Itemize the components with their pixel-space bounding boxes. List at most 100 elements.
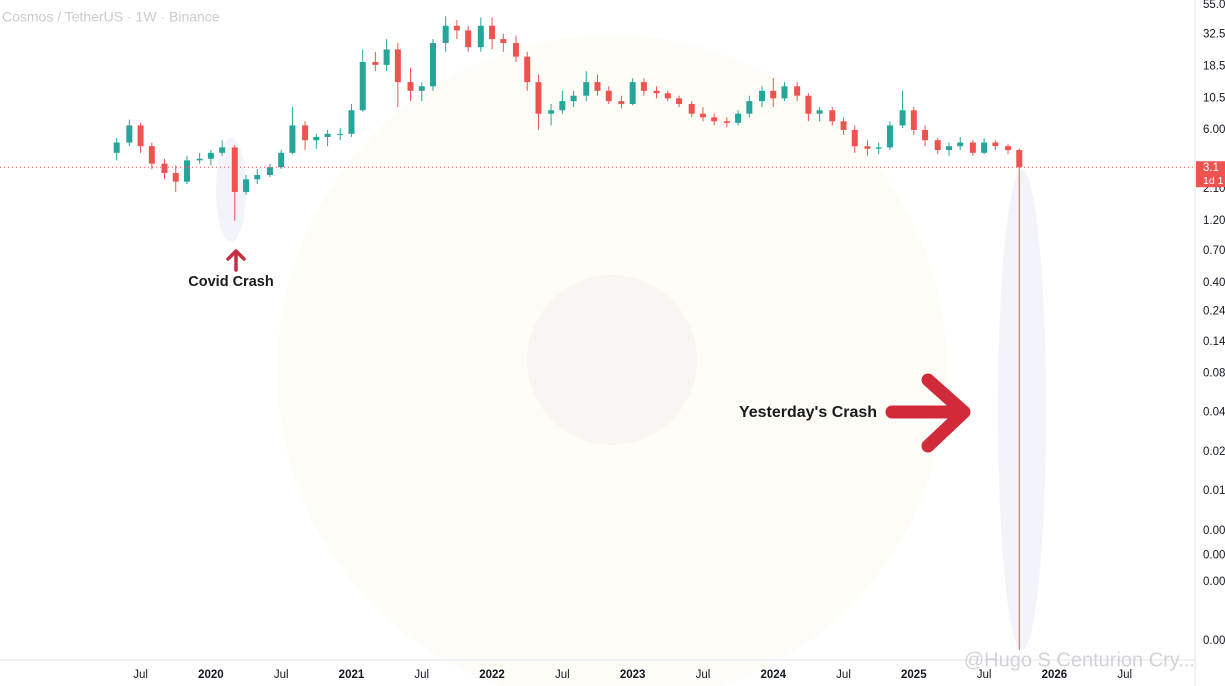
- candle-body: [735, 113, 742, 123]
- candle-body: [594, 82, 601, 91]
- candle-body: [302, 125, 309, 141]
- y-tick-label: 10.5: [1203, 92, 1225, 104]
- candle-body: [407, 82, 414, 91]
- candle-body: [126, 125, 133, 143]
- x-tick-label: 2022: [479, 669, 505, 681]
- watermark-text: @Hugo S Centurion Cry...: [964, 649, 1195, 671]
- candle-body: [864, 146, 871, 149]
- candle-body: [324, 133, 331, 137]
- candle-body: [605, 90, 612, 102]
- x-tick-label: 2025: [901, 669, 927, 681]
- candle-body: [559, 101, 566, 111]
- candle-body: [758, 90, 765, 102]
- y-tick-label: 0.70: [1203, 245, 1225, 257]
- y-tick-label: 0.02: [1203, 446, 1225, 458]
- candle-body: [945, 146, 952, 151]
- candle-body: [699, 113, 706, 118]
- candle-body: [161, 163, 168, 173]
- candle-body: [886, 125, 893, 148]
- x-tick-label: Jul: [555, 669, 570, 681]
- x-tick-label: Jul: [696, 669, 711, 681]
- candle-body: [278, 152, 285, 168]
- candle-body: [254, 175, 261, 180]
- x-tick-label: Jul: [133, 669, 148, 681]
- candle-body: [359, 61, 366, 111]
- y-tick-label: 0.00: [1203, 525, 1225, 537]
- watermark-logo: [527, 275, 697, 445]
- y-tick-label: 0.00: [1203, 549, 1225, 561]
- candle-body: [266, 167, 273, 176]
- overlay: 55.032.518.510.56.002.101.200.700.400.24…: [133, 0, 1225, 681]
- candle-body: [1005, 146, 1012, 151]
- price-label: 3.1: [1203, 162, 1219, 174]
- y-tick-label: 0.04: [1203, 407, 1225, 419]
- candle-body: [640, 82, 647, 91]
- countdown-label: 1d 1: [1203, 175, 1224, 187]
- candle-body: [1016, 150, 1023, 168]
- annotation: Yesterday's Crash: [739, 404, 877, 421]
- candle-body: [313, 136, 320, 141]
- price-label-box: [1196, 161, 1225, 188]
- candle-body: [781, 86, 788, 99]
- candle-body: [137, 125, 144, 147]
- y-tick-label: 32.5: [1203, 29, 1225, 41]
- y-tick-label: 6.00: [1203, 124, 1225, 136]
- candle-body: [453, 25, 460, 31]
- candle-body: [583, 82, 590, 96]
- candle-body: [969, 142, 976, 153]
- y-tick-label: 0.00: [1203, 576, 1225, 588]
- candle-body: [770, 90, 777, 99]
- candle-body: [500, 39, 507, 44]
- candle-body: [957, 142, 964, 147]
- candle-body: [489, 25, 496, 40]
- candle-body: [676, 98, 683, 105]
- candle-body: [383, 49, 390, 65]
- x-tick-label: Jul: [274, 669, 289, 681]
- x-tick-label: 2026: [1042, 669, 1068, 681]
- candle-body: [934, 140, 941, 151]
- y-tick-label: 0.40: [1203, 277, 1225, 289]
- candle-body: [207, 152, 214, 159]
- candle-body: [172, 172, 179, 182]
- candle-body: [711, 117, 718, 122]
- candle-body: [418, 86, 425, 91]
- annotation-arrow: [226, 249, 246, 272]
- candle-body: [196, 158, 203, 161]
- annotation-arrow: [885, 373, 971, 453]
- x-tick-label: 2023: [620, 669, 646, 681]
- candle-body: [840, 121, 847, 130]
- y-tick-label: 0.14: [1203, 336, 1225, 348]
- candle-body: [664, 93, 671, 99]
- chart-title: Cosmos / TetherUS · 1W · Binance: [2, 9, 220, 25]
- y-tick-label: 0.08: [1203, 368, 1225, 380]
- y-tick-label: 0.24: [1203, 306, 1225, 318]
- candle-body: [148, 146, 155, 164]
- x-tick-label: Jul: [414, 669, 429, 681]
- candle-body: [794, 86, 801, 96]
- candle-body: [981, 142, 988, 153]
- x-tick-label: Jul: [1117, 669, 1132, 681]
- highlight-ellipse: [216, 138, 246, 242]
- x-tick-label: Jul: [977, 669, 992, 681]
- candle-body: [337, 133, 344, 135]
- x-tick-label: Jul: [836, 669, 851, 681]
- candle-body: [816, 110, 823, 114]
- plot-area: [0, 16, 1195, 650]
- candle-body: [548, 110, 555, 114]
- candle-body: [723, 121, 730, 123]
- candle-body: [512, 43, 519, 57]
- candle-body: [113, 142, 120, 153]
- x-tick-label: 2021: [339, 669, 365, 681]
- candle-body: [430, 43, 437, 87]
- candle-body: [394, 49, 401, 83]
- candle-body: [992, 142, 999, 147]
- candle-body: [829, 110, 836, 122]
- candle-body: [653, 90, 660, 94]
- candle-body: [910, 110, 917, 130]
- x-tick-label: 2024: [760, 669, 786, 681]
- candle-body: [688, 104, 695, 114]
- candle-body: [524, 56, 531, 83]
- candle-body: [805, 95, 812, 114]
- candle-body: [875, 147, 882, 149]
